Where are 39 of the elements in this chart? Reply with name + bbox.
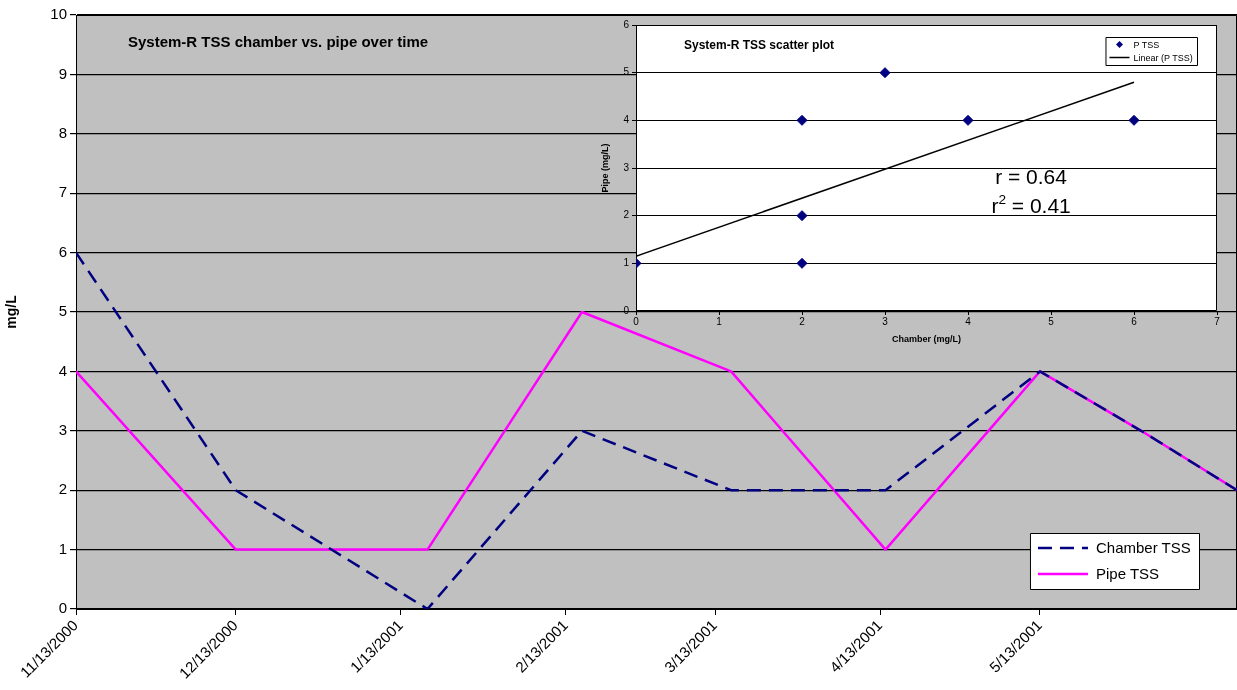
point [962, 114, 974, 126]
point [796, 257, 808, 269]
text: System-R TSS scatter plot [684, 38, 835, 52]
y-tick-label: 7 [58, 183, 67, 201]
y-tick-label: 4 [623, 114, 630, 126]
point [796, 210, 808, 222]
x-tick-label: 4 [965, 315, 972, 327]
point [879, 67, 891, 79]
y-axis-title: mg/L [3, 294, 20, 329]
point [1128, 114, 1140, 126]
legend-label: P TSS [1133, 39, 1160, 50]
y-tick-label: 6 [58, 242, 67, 260]
text: System-R TSS chamber vs. pipe over time [128, 33, 429, 50]
x-tick-label: 6 [1131, 315, 1138, 327]
x-axis-title: Chamber (mg/L) [891, 334, 962, 345]
y-tick-label: 0 [58, 599, 67, 617]
point [796, 114, 808, 126]
annotation: r = 0.64 [995, 164, 1068, 188]
legend-label: Pipe TSS [1095, 565, 1160, 583]
y-tick-label: 1 [623, 257, 630, 269]
y-tick-label: 3 [623, 161, 630, 173]
y-tick-label: 2 [58, 480, 67, 498]
y-tick-label: 9 [58, 64, 67, 82]
x-tick-label: 3 [882, 315, 889, 327]
y-tick-label: 10 [50, 5, 67, 23]
y-tick-label: 3 [58, 420, 67, 438]
x-tick-label: 2 [799, 315, 806, 327]
x-tick-label: 5 [1048, 315, 1055, 327]
legend-label: Chamber TSS [1095, 539, 1191, 557]
x-tick-label: 7 [1214, 315, 1221, 327]
x-tick-label: 0 [633, 315, 640, 327]
legend-label: Linear (P TSS) [1133, 52, 1193, 63]
y-tick-label: 1 [58, 539, 67, 557]
y-tick-label: 8 [58, 123, 67, 141]
x-tick-label: 1 [716, 315, 723, 327]
y-tick-label: 2 [623, 209, 630, 221]
y-tick-label: 6 [623, 18, 630, 30]
y-axis-title: Pipe (mg/L) [599, 143, 610, 193]
y-tick-label: 4 [58, 361, 67, 379]
